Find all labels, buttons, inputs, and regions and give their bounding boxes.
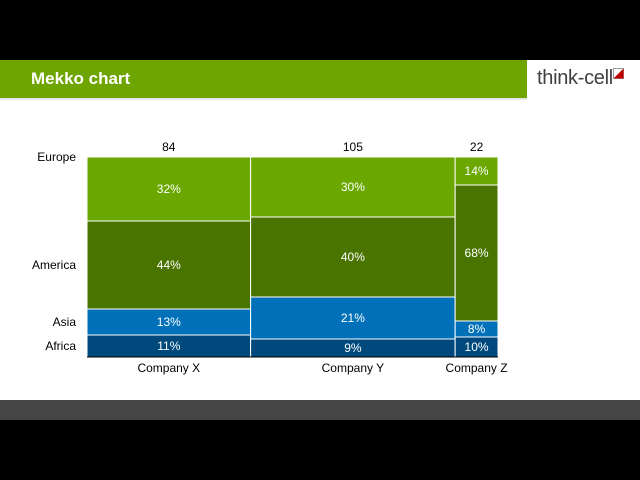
title-shadow [0,98,527,101]
segment-label: 40% [341,250,365,264]
mekko-chart: 32% 44% 13% 11% 84 Company X 30% 40% 21% 9% 105 Com… [32,140,508,375]
title-bar: Mekko chart [0,60,527,98]
segment-america-3 [454,184,499,322]
segment-label: 14% [465,164,489,178]
category-label: Company Z [446,361,508,375]
segment-america-2 [250,216,456,298]
think-cell-logo: think-cell [537,67,613,89]
segment-label: 11% [157,339,180,353]
category-label: Company Y [322,361,384,375]
footer-bar [0,400,640,420]
segment-label: 8% [468,322,486,336]
segment-label: 13% [157,315,181,329]
segment-label: 68% [465,246,489,260]
row-label-europe: Europe [37,150,76,164]
segment-label: 30% [341,180,365,194]
segment-label: 21% [341,311,365,325]
slide-title: Mekko chart [31,69,131,88]
row-label-america: America [32,258,76,272]
column-total-label: 105 [343,140,363,154]
row-label-asia: Asia [53,315,77,329]
segment-label: 32% [157,182,181,196]
column-total-label: 22 [470,140,484,154]
segment-label: 10% [465,340,489,354]
slide: Mekko chart think-cell 32% 44% 13% 11% 84 Com… [0,60,640,420]
logo-mark-icon [613,68,624,79]
segment-label: 44% [157,258,181,272]
row-label-africa: Africa [45,339,76,353]
category-label: Company X [137,361,200,375]
segment-europe-2 [250,156,456,218]
segment-label: 9% [344,341,362,355]
column-total-label: 84 [162,140,176,154]
